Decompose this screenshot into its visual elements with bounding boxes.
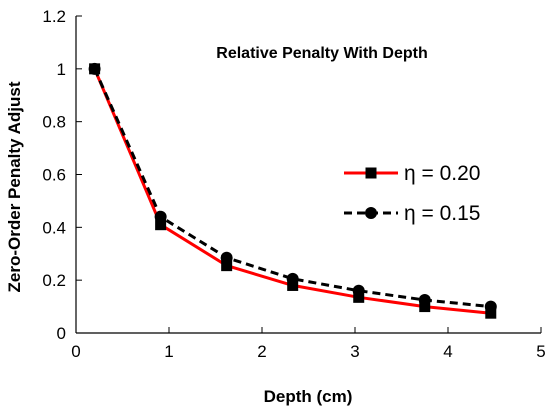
data-point xyxy=(154,210,167,223)
chart-title: Relative Penalty With Depth xyxy=(216,45,427,62)
data-point xyxy=(485,307,497,319)
data-point xyxy=(353,291,365,303)
legend-marker xyxy=(365,207,377,219)
y-axis-title: Zero-Order Penalty Adjust xyxy=(5,81,24,292)
y-tick-label: 1.2 xyxy=(42,7,66,26)
x-tick-label: 1 xyxy=(164,342,173,361)
legend-marker xyxy=(365,167,377,179)
data-point xyxy=(484,300,497,313)
data-point xyxy=(221,260,233,272)
data-point xyxy=(88,62,101,75)
series-1 xyxy=(88,62,497,313)
data-point xyxy=(155,219,167,231)
x-tick-label: 4 xyxy=(443,342,452,361)
data-point xyxy=(418,293,431,306)
series-layer xyxy=(88,62,497,319)
x-axis-title: Depth (cm) xyxy=(264,387,353,406)
y-tick-label: 0.4 xyxy=(42,218,66,237)
axes: 0 1 2 3 4 5 0 0.2 0.4 0.6 0.8 1 1.2 xyxy=(42,7,545,361)
data-point xyxy=(352,284,365,297)
y-tick-label: 0 xyxy=(57,324,66,343)
data-point xyxy=(287,279,299,291)
y-tick-label: 1 xyxy=(57,60,66,79)
y-tick-label: 0.2 xyxy=(42,271,66,290)
data-point xyxy=(286,272,299,285)
x-tick-label: 5 xyxy=(536,342,545,361)
x-tick-label: 0 xyxy=(71,342,80,361)
x-tick-label: 2 xyxy=(257,342,266,361)
legend: η = 0.20 η = 0.15 xyxy=(344,162,480,225)
legend-label: η = 0.20 xyxy=(404,162,480,185)
data-point xyxy=(220,251,233,264)
y-tick-label: 0.8 xyxy=(42,113,66,132)
legend-label: η = 0.15 xyxy=(404,202,480,225)
x-tick-label: 3 xyxy=(350,342,359,361)
data-point xyxy=(419,301,431,313)
y-tick-label: 0.6 xyxy=(42,166,66,185)
